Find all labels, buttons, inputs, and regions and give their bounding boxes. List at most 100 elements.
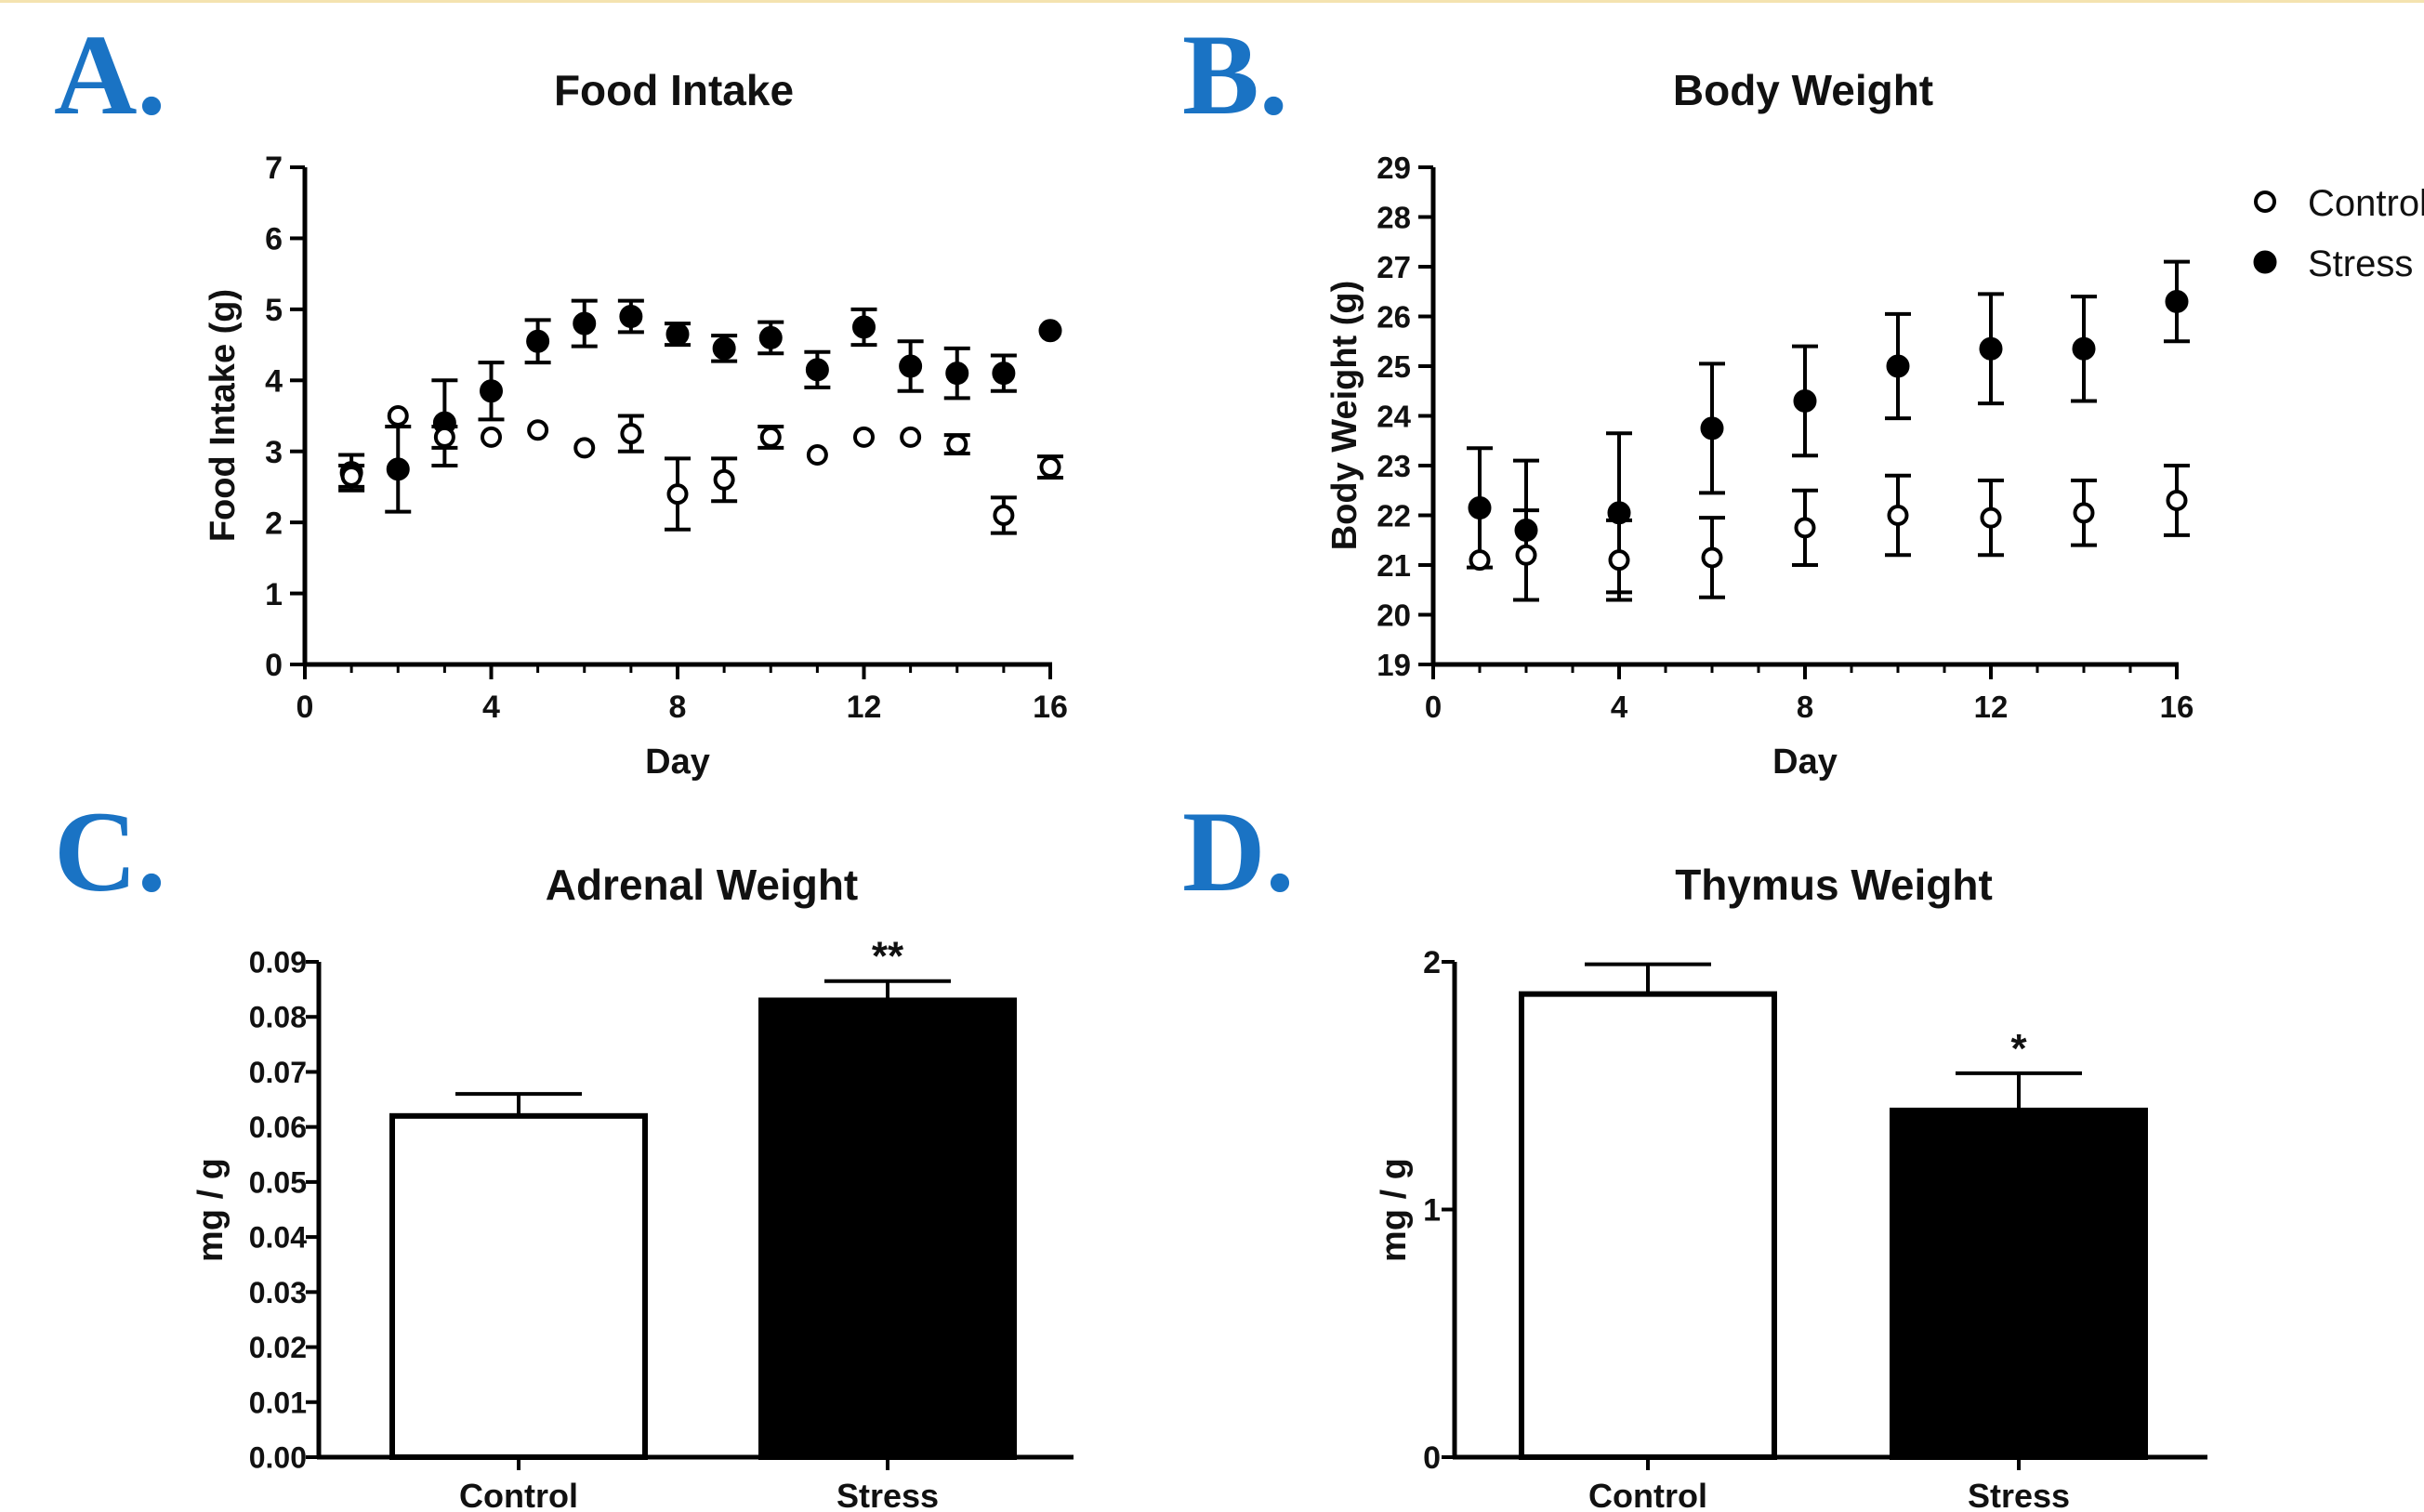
food-intake-stress-point (665, 322, 690, 347)
body-weight-stress-point (1700, 416, 1724, 440)
food-intake-ylabel: Food Intake (g) (204, 289, 243, 542)
food-intake-xtick-label: 4 (482, 690, 500, 725)
food-intake-stress-point (480, 379, 503, 403)
food-intake-control-point (620, 423, 642, 445)
body-weight-xtick-label: 12 (1974, 690, 2009, 724)
food-intake-xlabel: Day (645, 743, 710, 782)
food-intake-ytick-label: 5 (265, 293, 283, 328)
body-weight-title: Body Weight (1673, 66, 1933, 114)
body-weight-ytick-label: 24 (1377, 399, 1411, 433)
adrenal-weight-bar-stress (758, 997, 1017, 1460)
body-weight-xtick-label: 0 (1425, 690, 1442, 724)
food-intake-ytick-label: 6 (265, 222, 283, 257)
body-weight-control-point (2073, 502, 2095, 524)
food-intake-xtick-label: 0 (296, 690, 314, 725)
food-intake-stress-point (852, 315, 876, 339)
thymus-weight-ylabel: mg / g (1375, 1158, 1414, 1262)
food-intake-stress-point (573, 311, 597, 335)
body-weight-xtick-label: 8 (1797, 690, 1813, 724)
body-weight-stress-point (1886, 354, 1910, 378)
body-weight-ytick-label: 23 (1377, 449, 1411, 483)
food-intake-xtick-label: 16 (1033, 690, 1068, 725)
food-intake-control-point (481, 426, 502, 448)
food-intake-stress-point (386, 457, 410, 481)
body-weight-control-point (1608, 549, 1630, 572)
legend-label-control: Control (2308, 183, 2424, 224)
body-weight-xtick-label: 4 (1611, 690, 1628, 724)
body-weight-stress-point (1979, 336, 2003, 361)
body-weight-stress-point (2165, 289, 2189, 313)
food-intake-stress-point (1038, 319, 1062, 343)
body-weight-ytick-label: 25 (1377, 349, 1411, 384)
food-intake-stress-point (758, 325, 783, 349)
body-weight-ytick-label: 28 (1377, 200, 1411, 234)
food-intake-control-point (340, 465, 362, 487)
food-intake-xtick-label: 12 (847, 690, 882, 725)
food-intake-control-point (713, 468, 735, 491)
thymus-weight-ytick-label: 1 (1423, 1193, 1441, 1229)
body-weight-control-point (1515, 544, 1537, 566)
adrenal-weight-ytick-label: 0.08 (249, 1001, 307, 1034)
food-intake-stress-point (992, 362, 1016, 386)
body-weight-stress-point (1468, 495, 1492, 519)
top-accent-line (0, 0, 2424, 3)
adrenal-weight-ytick-label: 0.09 (249, 946, 307, 980)
body-weight-stress-point (2072, 336, 2096, 361)
legend-marker-control (2254, 191, 2276, 213)
thymus-weight-significance-label: * (2010, 1026, 2027, 1072)
adrenal-weight-title: Adrenal Weight (546, 861, 859, 909)
adrenal-weight-category-label: Control (459, 1477, 578, 1512)
food-intake-stress-point (619, 305, 643, 328)
body-weight-ytick-label: 19 (1377, 648, 1411, 682)
adrenal-weight-ytick-label: 0.02 (249, 1331, 307, 1364)
body-weight-ytick-label: 26 (1377, 299, 1411, 334)
body-weight-ytick-label: 27 (1377, 250, 1411, 284)
food-intake-stress-point (945, 362, 969, 386)
thymus-weight-ytick-label: 2 (1423, 945, 1441, 980)
food-intake-control-point (900, 426, 922, 448)
adrenal-weight-ytick-label: 0.07 (249, 1056, 307, 1089)
panel-label-c: C. (54, 788, 166, 915)
panel-label-d: D. (1182, 788, 1295, 915)
food-intake-stress-point (805, 358, 829, 382)
food-intake-control-point (759, 426, 782, 448)
food-intake-ytick-label: 1 (265, 577, 283, 612)
food-intake-ytick-label: 7 (265, 151, 283, 186)
body-weight-stress-point (1793, 388, 1817, 413)
chart-body-weight: Body Weight 19 20 21 22 23 24 25 26 27 28 29 Body We… (1325, 66, 2193, 782)
food-intake-control-point (573, 437, 596, 459)
food-intake-control-point (666, 483, 689, 506)
food-intake-title: Food Intake (554, 66, 794, 114)
food-intake-stress-point (526, 329, 550, 353)
adrenal-weight-ytick-label: 0.00 (249, 1441, 307, 1475)
adrenal-weight-ytick-label: 0.06 (249, 1111, 307, 1144)
thymus-weight-category-label: Stress (1968, 1477, 2070, 1512)
body-weight-xlabel: Day (1772, 743, 1838, 782)
adrenal-weight-ytick-label: 0.04 (249, 1221, 307, 1255)
food-intake-xtick-label: 8 (669, 690, 687, 725)
food-intake-ytick-label: 3 (265, 435, 283, 470)
food-intake-stress-point (899, 354, 923, 378)
adrenal-weight-ylabel: mg / g (191, 1158, 231, 1262)
food-intake-control-point (806, 444, 828, 467)
body-weight-control-point (1469, 549, 1491, 572)
food-intake-control-point (527, 419, 549, 441)
chart-adrenal-weight: Adrenal Weight 0.00 0.01 0.02 0.03 0.04 0.05 0.… (191, 861, 1074, 1512)
adrenal-weight-significance-label: ** (872, 934, 904, 980)
food-intake-control-point (387, 405, 409, 427)
adrenal-weight-ytick-label: 0.05 (249, 1165, 307, 1199)
food-intake-stress-point (712, 336, 736, 361)
body-weight-control-point (2166, 489, 2188, 511)
body-weight-xtick-label: 16 (2160, 690, 2194, 724)
legend: Control Stress (2253, 183, 2424, 284)
food-intake-control-point (433, 426, 455, 448)
thymus-weight-bar-control (1519, 991, 1777, 1461)
thymus-weight-bar-stress (1890, 1107, 2148, 1461)
body-weight-ytick-label: 22 (1377, 498, 1411, 532)
body-weight-ytick-label: 21 (1377, 548, 1411, 583)
legend-label-stress: Stress (2308, 243, 2413, 284)
body-weight-ytick-label: 29 (1377, 151, 1411, 185)
adrenal-weight-bar-control (389, 1112, 648, 1461)
body-weight-control-point (1980, 506, 2002, 529)
